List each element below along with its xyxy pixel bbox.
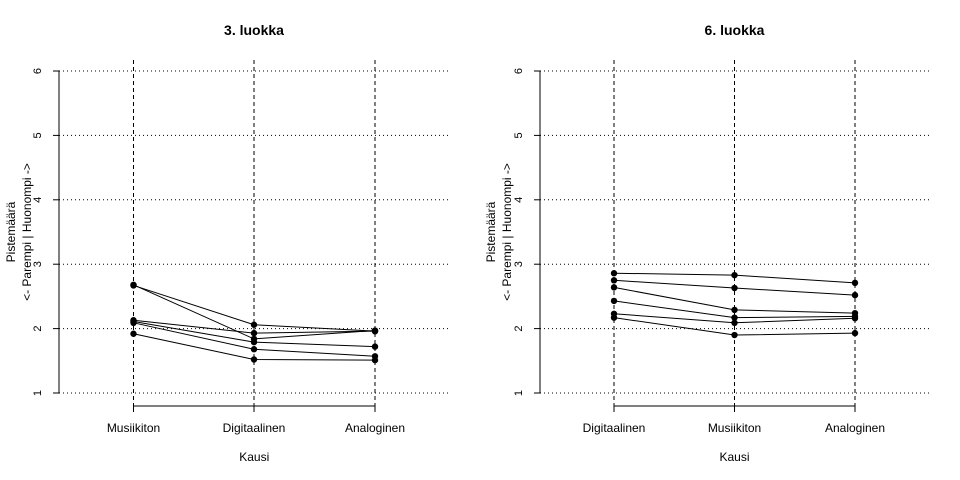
x-axis-label: Kausi: [719, 450, 749, 464]
series-2-point: [610, 277, 618, 284]
x-axis-label: Kausi: [239, 450, 269, 464]
chart-panel-1: 3. luokka 1 2 3 4 5 6 Pistemäärä <- Parempi | Hu…: [4, 22, 449, 464]
series-6-point: [851, 329, 859, 337]
x-tick-label: Digitaalinen: [223, 421, 286, 435]
chart-panel-2: 6. luokka 1 2 3 4 5 6 Pistemäärä <- Parempi | Hu…: [484, 22, 930, 464]
y-axis-label-line1: Pistemäärä: [484, 201, 498, 262]
x-tick-label: Analoginen: [345, 421, 405, 435]
series-3-point: [610, 284, 618, 291]
series-1-point: [731, 271, 738, 279]
y-tick-label: 4: [32, 197, 44, 203]
chart-title: 3. luokka: [224, 22, 284, 38]
x-tick-label: Digitaalinen: [583, 421, 646, 435]
series-5-point: [250, 346, 258, 353]
series-2-point: [250, 321, 258, 328]
y-tick-label: 6: [32, 68, 44, 74]
series-1-point: [610, 270, 618, 277]
series-6-point: [130, 330, 137, 337]
y-tick-label: 4: [513, 197, 525, 203]
series-4-point: [371, 343, 379, 350]
series-3-point: [731, 306, 738, 314]
y-tick-label: 2: [513, 326, 525, 332]
series-6-point: [731, 331, 738, 339]
series-3-point: [250, 329, 258, 337]
y-tick-label: 1: [32, 390, 44, 396]
y-axis-label-line2: <- Parempi | Huonompi ->: [500, 163, 514, 301]
y-tick-label: 5: [32, 132, 44, 138]
series-1-point: [851, 279, 859, 287]
y-tick-label: 1: [513, 390, 525, 396]
series-4-point: [610, 297, 618, 305]
series-3-point: [371, 327, 379, 335]
y-tick-label: 5: [513, 132, 525, 138]
y-axis-label-line1: Pistemäärä: [4, 201, 18, 262]
y-tick-label: 6: [513, 68, 525, 74]
series-5-point: [731, 319, 738, 327]
y-tick-label: 3: [513, 261, 525, 267]
series-6-point: [371, 356, 379, 364]
series-2-point: [130, 282, 137, 289]
series-2-point: [851, 291, 859, 299]
series-5-point: [130, 319, 137, 327]
x-tick-label: Musiikiton: [107, 421, 160, 435]
y-tick-label: 2: [32, 326, 44, 332]
y-axis-label-line2: <- Parempi | Huonompi ->: [20, 163, 34, 301]
y-tick-label: 3: [32, 261, 44, 267]
series-6-point: [250, 356, 258, 363]
x-tick-label: Analoginen: [825, 421, 885, 435]
series-4-point: [250, 338, 258, 346]
chart-title: 6. luokka: [705, 22, 765, 38]
series-2-point: [731, 284, 738, 292]
x-tick-label: Musiikiton: [708, 421, 761, 435]
series-5-point: [851, 315, 859, 322]
series-4-point: [731, 314, 738, 321]
series-6-point: [610, 314, 618, 321]
